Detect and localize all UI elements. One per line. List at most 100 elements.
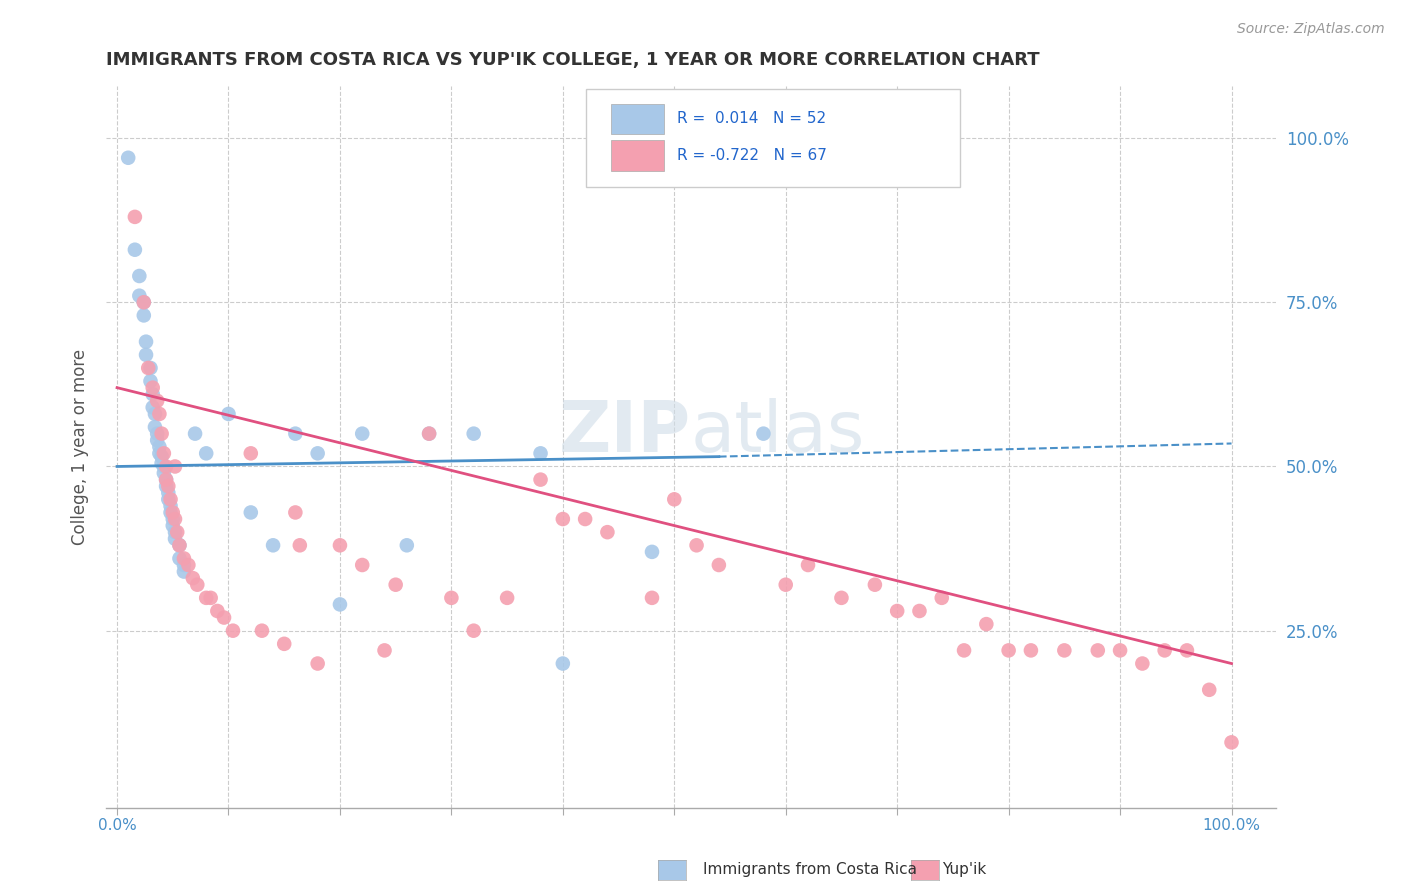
Point xyxy=(143,407,166,421)
Point xyxy=(150,426,173,441)
Point xyxy=(329,598,352,612)
Text: 100.0%: 100.0% xyxy=(1202,818,1261,833)
Point xyxy=(1175,643,1198,657)
Point xyxy=(239,506,262,520)
Point xyxy=(685,538,707,552)
Point xyxy=(529,473,551,487)
Point xyxy=(153,446,176,460)
Point xyxy=(181,571,204,585)
Point xyxy=(395,538,418,552)
Point xyxy=(155,473,177,487)
Point xyxy=(186,578,208,592)
Point xyxy=(496,591,519,605)
Point xyxy=(307,657,329,671)
Point xyxy=(384,578,406,592)
Point xyxy=(463,426,485,441)
Point xyxy=(329,538,352,552)
Point xyxy=(155,479,177,493)
Point xyxy=(418,426,440,441)
Point xyxy=(136,361,159,376)
Point xyxy=(195,591,218,605)
Point xyxy=(641,591,664,605)
Point xyxy=(1109,643,1132,657)
Point xyxy=(596,525,619,540)
Point xyxy=(163,532,186,546)
Point xyxy=(177,558,200,572)
Point xyxy=(641,545,664,559)
Point xyxy=(200,591,222,605)
Point xyxy=(1130,657,1153,671)
Point xyxy=(830,591,852,605)
Point xyxy=(146,434,169,448)
Point xyxy=(173,551,195,566)
Text: Immigrants from Costa Rica: Immigrants from Costa Rica xyxy=(703,863,917,877)
Point xyxy=(173,565,195,579)
FancyBboxPatch shape xyxy=(612,103,664,134)
Point xyxy=(997,643,1019,657)
Text: Yup'ik: Yup'ik xyxy=(942,863,986,877)
Text: atlas: atlas xyxy=(690,398,865,467)
Point xyxy=(169,538,191,552)
Point xyxy=(195,446,218,460)
Point xyxy=(166,525,188,540)
Point xyxy=(157,479,180,493)
Point xyxy=(128,268,150,283)
Point xyxy=(1087,643,1109,657)
Point xyxy=(664,492,686,507)
Point xyxy=(150,450,173,464)
Point xyxy=(162,506,184,520)
Point xyxy=(124,243,146,257)
Point xyxy=(163,525,186,540)
Point xyxy=(173,558,195,572)
Point xyxy=(169,551,191,566)
Point xyxy=(288,538,311,552)
Point xyxy=(159,499,181,513)
Point xyxy=(307,446,329,460)
Point xyxy=(707,558,730,572)
Point xyxy=(162,512,184,526)
Point xyxy=(752,426,775,441)
Point xyxy=(1153,643,1175,657)
Point xyxy=(931,591,953,605)
Point xyxy=(135,348,157,362)
Point xyxy=(207,604,229,618)
Point xyxy=(262,538,284,552)
Point xyxy=(863,578,886,592)
Point xyxy=(150,456,173,470)
FancyBboxPatch shape xyxy=(612,140,664,170)
Point xyxy=(142,401,165,415)
Point xyxy=(135,334,157,349)
Text: Source: ZipAtlas.com: Source: ZipAtlas.com xyxy=(1237,22,1385,37)
Point xyxy=(250,624,273,638)
Point xyxy=(418,426,440,441)
Point xyxy=(169,538,191,552)
Point xyxy=(146,393,169,408)
Point xyxy=(352,426,374,441)
Point xyxy=(157,485,180,500)
Text: IMMIGRANTS FROM COSTA RICA VS YUP'IK COLLEGE, 1 YEAR OR MORE CORRELATION CHART: IMMIGRANTS FROM COSTA RICA VS YUP'IK COL… xyxy=(105,51,1039,69)
Point xyxy=(139,361,162,376)
Point xyxy=(128,289,150,303)
Point xyxy=(222,624,245,638)
Point xyxy=(163,512,186,526)
Point xyxy=(284,506,307,520)
Point xyxy=(574,512,596,526)
Point xyxy=(148,407,170,421)
Text: 0.0%: 0.0% xyxy=(97,818,136,833)
Point xyxy=(775,578,797,592)
Point xyxy=(146,426,169,441)
Point xyxy=(124,210,146,224)
Point xyxy=(239,446,262,460)
Point xyxy=(551,657,574,671)
FancyBboxPatch shape xyxy=(586,89,960,186)
Point xyxy=(1198,682,1220,697)
Point xyxy=(157,492,180,507)
Point xyxy=(373,643,395,657)
Point xyxy=(1053,643,1076,657)
Point xyxy=(148,446,170,460)
Point xyxy=(159,492,181,507)
Point xyxy=(159,506,181,520)
Point xyxy=(953,643,976,657)
Point xyxy=(218,407,240,421)
Point xyxy=(155,473,177,487)
